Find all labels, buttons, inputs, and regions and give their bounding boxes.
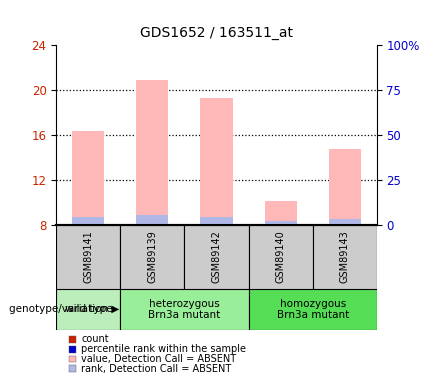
- Bar: [184, 225, 249, 289]
- Bar: [56, 289, 120, 330]
- Text: heterozygous
Brn3a mutant: heterozygous Brn3a mutant: [149, 298, 220, 320]
- Bar: [120, 289, 249, 330]
- Text: GSM89143: GSM89143: [339, 231, 350, 283]
- Text: GSM89140: GSM89140: [275, 231, 286, 283]
- Text: GSM89141: GSM89141: [83, 231, 94, 283]
- Bar: [136, 215, 168, 225]
- Bar: [329, 148, 361, 225]
- Bar: [265, 220, 297, 225]
- Bar: [249, 225, 313, 289]
- Bar: [72, 217, 104, 225]
- Bar: [329, 219, 361, 225]
- Bar: [313, 225, 377, 289]
- Bar: [249, 289, 377, 330]
- Text: GSM89142: GSM89142: [211, 230, 222, 284]
- Bar: [56, 225, 120, 289]
- Text: GSM89139: GSM89139: [147, 231, 158, 283]
- Bar: [120, 225, 184, 289]
- Text: value, Detection Call = ABSENT: value, Detection Call = ABSENT: [81, 354, 236, 364]
- Bar: [200, 98, 233, 225]
- Text: count: count: [81, 334, 109, 344]
- Bar: [200, 217, 233, 225]
- Text: rank, Detection Call = ABSENT: rank, Detection Call = ABSENT: [81, 364, 232, 374]
- Bar: [72, 130, 104, 225]
- Title: GDS1652 / 163511_at: GDS1652 / 163511_at: [140, 26, 293, 40]
- Text: percentile rank within the sample: percentile rank within the sample: [81, 344, 246, 354]
- Text: genotype/variation ▶: genotype/variation ▶: [9, 304, 119, 314]
- Bar: [265, 201, 297, 225]
- Text: wild type: wild type: [65, 304, 112, 314]
- Text: homozygous
Brn3a mutant: homozygous Brn3a mutant: [277, 298, 349, 320]
- Bar: [136, 80, 168, 225]
